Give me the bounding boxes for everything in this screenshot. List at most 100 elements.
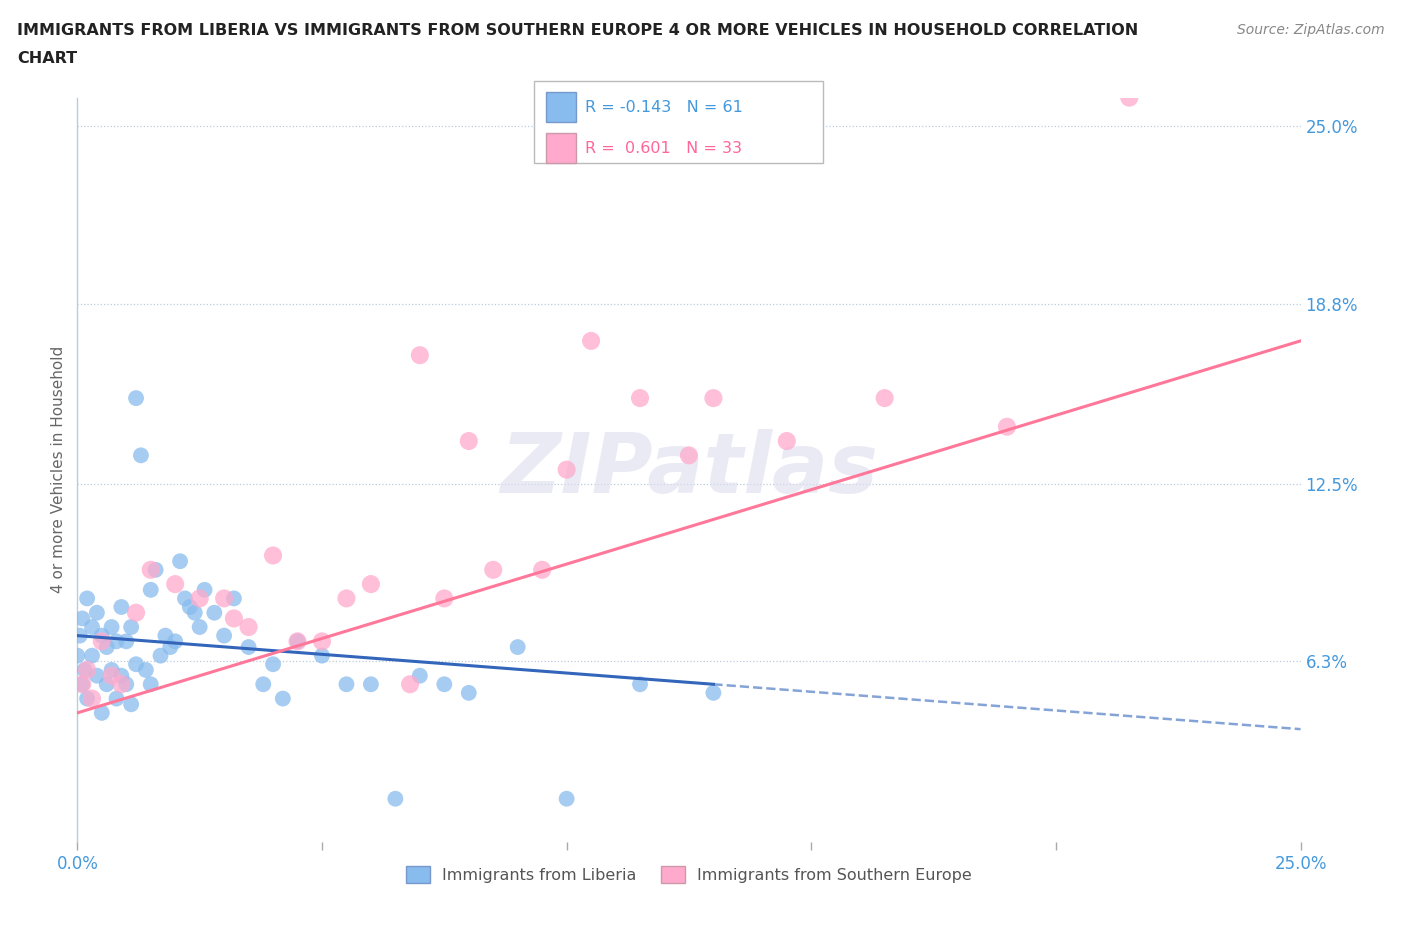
Point (90, 628, 112, 643)
Point (110, 677, 132, 692)
Text: R =  0.601   N = 33: R = 0.601 N = 33 (585, 140, 742, 155)
Point (212, 591, 235, 605)
Point (457, 433, 479, 448)
Point (482, 563, 505, 578)
Point (70, 611, 93, 626)
Point (115, 677, 138, 692)
Text: ZIPatlas: ZIPatlas (501, 429, 877, 511)
Text: IMMIGRANTS FROM LIBERIA VS IMMIGRANTS FROM SOUTHERN EUROPE 4 OR MORE VEHICLES IN: IMMIGRANTS FROM LIBERIA VS IMMIGRANTS FR… (17, 23, 1137, 38)
Point (184, 605, 207, 620)
Point (628, 391, 651, 405)
Point (115, 634, 138, 649)
Point (457, 685, 479, 700)
Point (69, 628, 91, 643)
Point (139, 563, 162, 578)
Point (165, 634, 187, 649)
Legend: Immigrants from Liberia, Immigrants from Southern Europe: Immigrants from Liberia, Immigrants from… (399, 860, 979, 889)
Point (80, 619, 103, 634)
Point (100, 669, 122, 684)
Point (96, 640, 118, 655)
Point (252, 677, 274, 692)
Point (105, 634, 128, 649)
Point (139, 677, 162, 692)
Point (174, 591, 197, 605)
Text: R = -0.143   N = 61: R = -0.143 N = 61 (585, 100, 742, 114)
Point (873, 391, 896, 405)
Point (555, 462, 578, 477)
Point (110, 669, 132, 684)
Point (409, 669, 432, 684)
Point (76, 591, 98, 605)
Point (76, 691, 98, 706)
Point (433, 677, 456, 692)
Point (155, 628, 177, 643)
Point (335, 677, 357, 692)
Point (135, 662, 157, 677)
Point (80, 691, 103, 706)
Point (120, 619, 142, 634)
Point (80, 648, 103, 663)
Point (335, 591, 357, 605)
Point (100, 619, 122, 634)
Point (145, 563, 167, 578)
Point (222, 611, 245, 626)
Point (399, 677, 422, 692)
Point (188, 591, 211, 605)
Point (360, 677, 382, 692)
Point (188, 619, 211, 634)
Point (287, 634, 309, 649)
Point (90, 706, 112, 721)
Point (165, 577, 187, 591)
Y-axis label: 4 or more Vehicles in Household: 4 or more Vehicles in Household (51, 346, 66, 593)
Point (678, 448, 700, 463)
Point (139, 582, 162, 597)
Point (506, 640, 529, 655)
Point (70, 677, 93, 692)
Point (90, 634, 112, 649)
Point (238, 640, 260, 655)
Point (287, 634, 309, 649)
Point (76, 662, 98, 677)
Point (776, 433, 799, 448)
Point (271, 691, 294, 706)
Point (311, 634, 333, 649)
Point (579, 334, 602, 349)
Point (202, 605, 225, 620)
Point (995, 419, 1018, 434)
Point (125, 605, 148, 620)
Point (409, 348, 432, 363)
Point (311, 648, 333, 663)
Point (238, 619, 260, 634)
Point (86, 605, 108, 620)
Point (262, 548, 284, 563)
Point (702, 391, 724, 405)
Point (555, 791, 578, 806)
Point (149, 648, 172, 663)
Point (212, 628, 235, 643)
Point (110, 600, 132, 615)
Point (105, 691, 128, 706)
Point (73, 662, 96, 677)
Point (262, 657, 284, 671)
Point (169, 553, 191, 568)
Point (384, 791, 406, 806)
Point (1118, 90, 1140, 105)
Point (193, 582, 215, 597)
Point (120, 697, 142, 711)
Point (125, 391, 148, 405)
Point (129, 448, 152, 463)
Text: Source: ZipAtlas.com: Source: ZipAtlas.com (1237, 23, 1385, 37)
Point (433, 591, 456, 605)
Point (70, 677, 93, 692)
Point (702, 685, 724, 700)
Text: CHART: CHART (17, 51, 77, 66)
Point (628, 677, 651, 692)
Point (360, 577, 382, 591)
Point (125, 657, 148, 671)
Point (96, 677, 118, 692)
Point (100, 662, 122, 677)
Point (66, 648, 89, 663)
Point (531, 563, 554, 578)
Point (222, 591, 245, 605)
Point (159, 640, 181, 655)
